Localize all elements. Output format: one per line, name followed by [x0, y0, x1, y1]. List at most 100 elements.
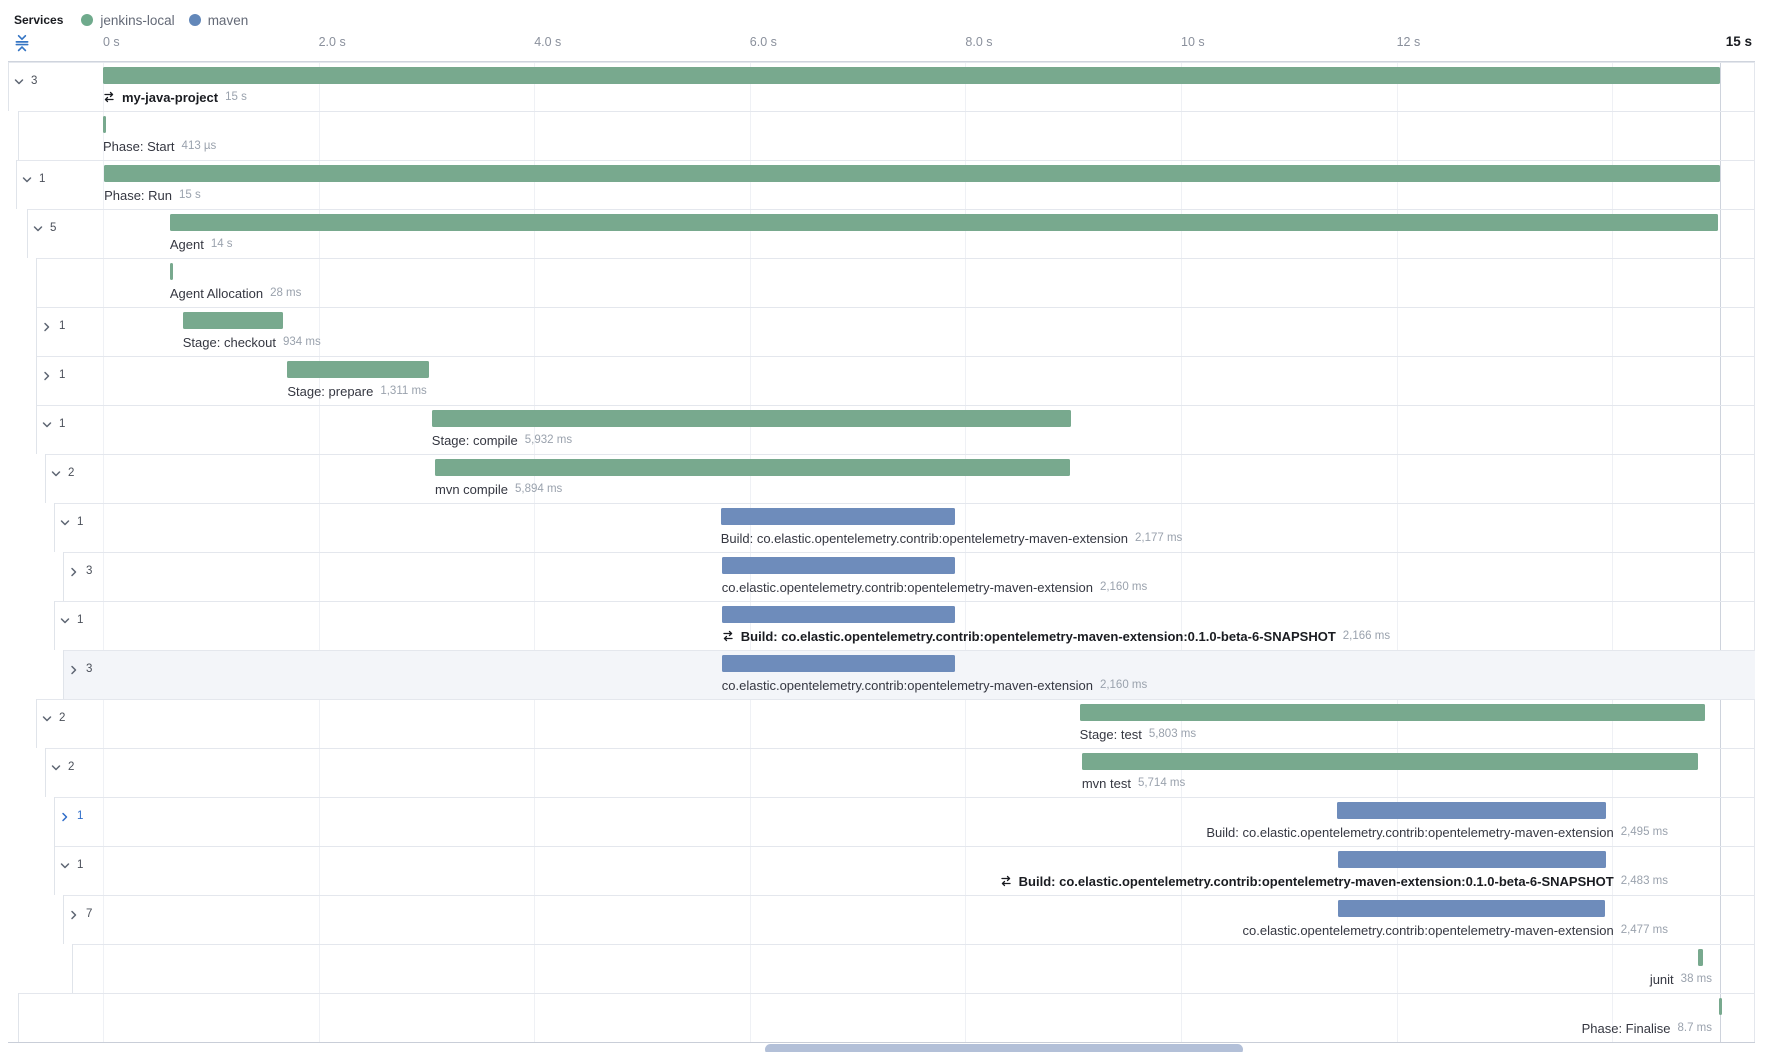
span-bar[interactable] — [287, 361, 429, 378]
tree-indent-line — [16, 160, 17, 209]
waterfall-row[interactable]: 1 Build: co.elastic.opentelemetry.contri… — [0, 846, 1766, 895]
waterfall-row[interactable]: Agent Allocation 28 ms — [0, 258, 1766, 307]
span-bar[interactable] — [1338, 851, 1607, 868]
expand-collapse-button[interactable]: 3 — [68, 664, 92, 676]
axis-tick-label: 0 s — [103, 35, 120, 49]
waterfall-row[interactable]: 1 Build: co.elastic.opentelemetry.contri… — [0, 601, 1766, 650]
span-bar[interactable] — [720, 508, 956, 525]
row-separator — [27, 209, 1755, 210]
span-bar[interactable] — [103, 116, 106, 133]
tree-indent-line — [18, 111, 19, 160]
span-name: mvn compile — [435, 481, 508, 497]
waterfall-row[interactable]: 2 mvn test 5,714 ms — [0, 748, 1766, 797]
expand-collapse-button[interactable]: 3 — [13, 76, 37, 88]
span-bar[interactable] — [435, 459, 1071, 476]
waterfall-row[interactable]: 1 Stage: prepare 1,311 ms — [0, 356, 1766, 405]
legend-label: jenkins-local — [100, 12, 175, 28]
row-background — [72, 944, 1755, 993]
row-separator — [36, 258, 1755, 259]
expand-collapse-button[interactable]: 2 — [41, 713, 65, 725]
waterfall-row[interactable]: 3 co.elastic.opentelemetry.contrib:opent… — [0, 552, 1766, 601]
waterfall-row[interactable]: 1 Build: co.elastic.opentelemetry.contri… — [0, 503, 1766, 552]
waterfall-row[interactable]: 5 Agent 14 s — [0, 209, 1766, 258]
span-duration: 2,483 ms — [1620, 875, 1668, 887]
waterfall-row[interactable]: 7 co.elastic.opentelemetry.contrib:opent… — [0, 895, 1766, 944]
waterfall-row[interactable]: junit 38 ms — [0, 944, 1766, 993]
row-background — [18, 993, 1755, 1042]
span-duration: 28 ms — [270, 287, 302, 299]
span-duration: 934 ms — [283, 336, 321, 348]
row-separator — [63, 895, 1755, 896]
expand-collapse-button[interactable]: 2 — [50, 468, 74, 480]
span-label: Stage: checkout 934 ms — [183, 333, 321, 351]
expand-collapse-button[interactable]: 1 — [59, 811, 83, 823]
span-bar[interactable] — [104, 165, 1720, 182]
child-count: 2 — [68, 761, 75, 774]
expand-collapse-button[interactable]: 3 — [68, 566, 92, 578]
waterfall-row[interactable]: 1 Build: co.elastic.opentelemetry.contri… — [0, 797, 1766, 846]
span-bar[interactable] — [1338, 900, 1606, 917]
waterfall-row[interactable]: 3 co.elastic.opentelemetry.contrib:opent… — [0, 650, 1766, 699]
span-duration: 2,160 ms — [1099, 581, 1148, 593]
time-axis: 15 s 0 s 2.0 s 4.0 s 6.0 s 8.0 s 10 s 12 s — [0, 32, 1766, 58]
span-bar[interactable] — [1081, 753, 1698, 770]
axis-tick-label: 4.0 s — [534, 35, 562, 49]
chevron-icon — [44, 371, 50, 381]
span-duration: 2,166 ms — [1342, 630, 1391, 642]
row-separator — [45, 748, 1755, 749]
trace-icon — [723, 630, 733, 642]
span-duration: 8.7 ms — [1677, 1022, 1712, 1034]
span-bar[interactable] — [721, 655, 955, 672]
span-bar[interactable] — [431, 410, 1072, 427]
chevron-icon — [62, 812, 68, 822]
span-bar[interactable] — [1079, 704, 1706, 721]
expand-collapse-button[interactable]: 1 — [41, 370, 65, 382]
span-bar[interactable] — [103, 67, 1720, 84]
row-background — [18, 111, 1755, 160]
chevron-icon — [71, 665, 77, 675]
expand-collapse-button[interactable]: 1 — [59, 860, 83, 872]
expand-collapse-button[interactable]: 1 — [59, 517, 83, 529]
horizontal-scrollbar[interactable] — [765, 1044, 1243, 1052]
waterfall-row[interactable]: 1 Stage: compile 5,932 ms — [0, 405, 1766, 454]
collapse-all-button[interactable] — [13, 34, 31, 52]
waterfall-row[interactable]: 2 mvn compile 5,894 ms — [0, 454, 1766, 503]
waterfall-row[interactable]: 1 Phase: Run 15 s — [0, 160, 1766, 209]
span-bar[interactable] — [169, 214, 1718, 231]
span-bar[interactable] — [721, 606, 956, 623]
tree-indent-line — [36, 307, 37, 356]
waterfall-row[interactable]: 1 Stage: checkout 934 ms — [0, 307, 1766, 356]
expand-collapse-button[interactable]: 1 — [59, 615, 83, 627]
tree-indent-line — [36, 699, 37, 748]
expand-collapse-button[interactable]: 2 — [50, 762, 74, 774]
child-count: 1 — [39, 173, 46, 186]
waterfall-row[interactable]: Phase: Start 413 µs — [0, 111, 1766, 160]
expand-collapse-button[interactable]: 5 — [32, 223, 56, 235]
axis-tick-label: 8.0 s — [965, 35, 993, 49]
waterfall-row[interactable]: 3 my-java-project 15 s — [0, 62, 1766, 111]
row-separator — [18, 111, 1755, 112]
chevron-icon — [42, 716, 52, 722]
span-bar[interactable] — [182, 312, 284, 329]
expand-collapse-button[interactable]: 7 — [68, 909, 92, 921]
waterfall-row[interactable]: Phase: Finalise 8.7 ms — [0, 993, 1766, 1042]
expand-collapse-button[interactable]: 1 — [41, 321, 65, 333]
span-bar[interactable] — [1337, 802, 1607, 819]
span-name: Phase: Finalise — [1581, 1020, 1671, 1036]
expand-collapse-button[interactable]: 1 — [41, 419, 65, 431]
row-separator — [36, 699, 1755, 700]
span-bar[interactable] — [1698, 949, 1703, 966]
span-label: Phase: Run 15 s — [104, 186, 201, 204]
span-label: Agent Allocation 28 ms — [170, 284, 302, 302]
waterfall-row[interactable]: 2 Stage: test 5,803 ms — [0, 699, 1766, 748]
child-count: 1 — [59, 418, 66, 431]
span-bar[interactable] — [1718, 998, 1722, 1015]
span-bar[interactable] — [721, 557, 955, 574]
expand-collapse-button[interactable]: 1 — [21, 174, 45, 186]
span-label: Build: co.elastic.opentelemetry.contrib:… — [721, 529, 1183, 547]
span-bar[interactable] — [169, 263, 173, 280]
span-name: Agent Allocation — [169, 285, 264, 301]
chevron-icon — [60, 618, 70, 624]
chevron-icon — [60, 863, 70, 869]
